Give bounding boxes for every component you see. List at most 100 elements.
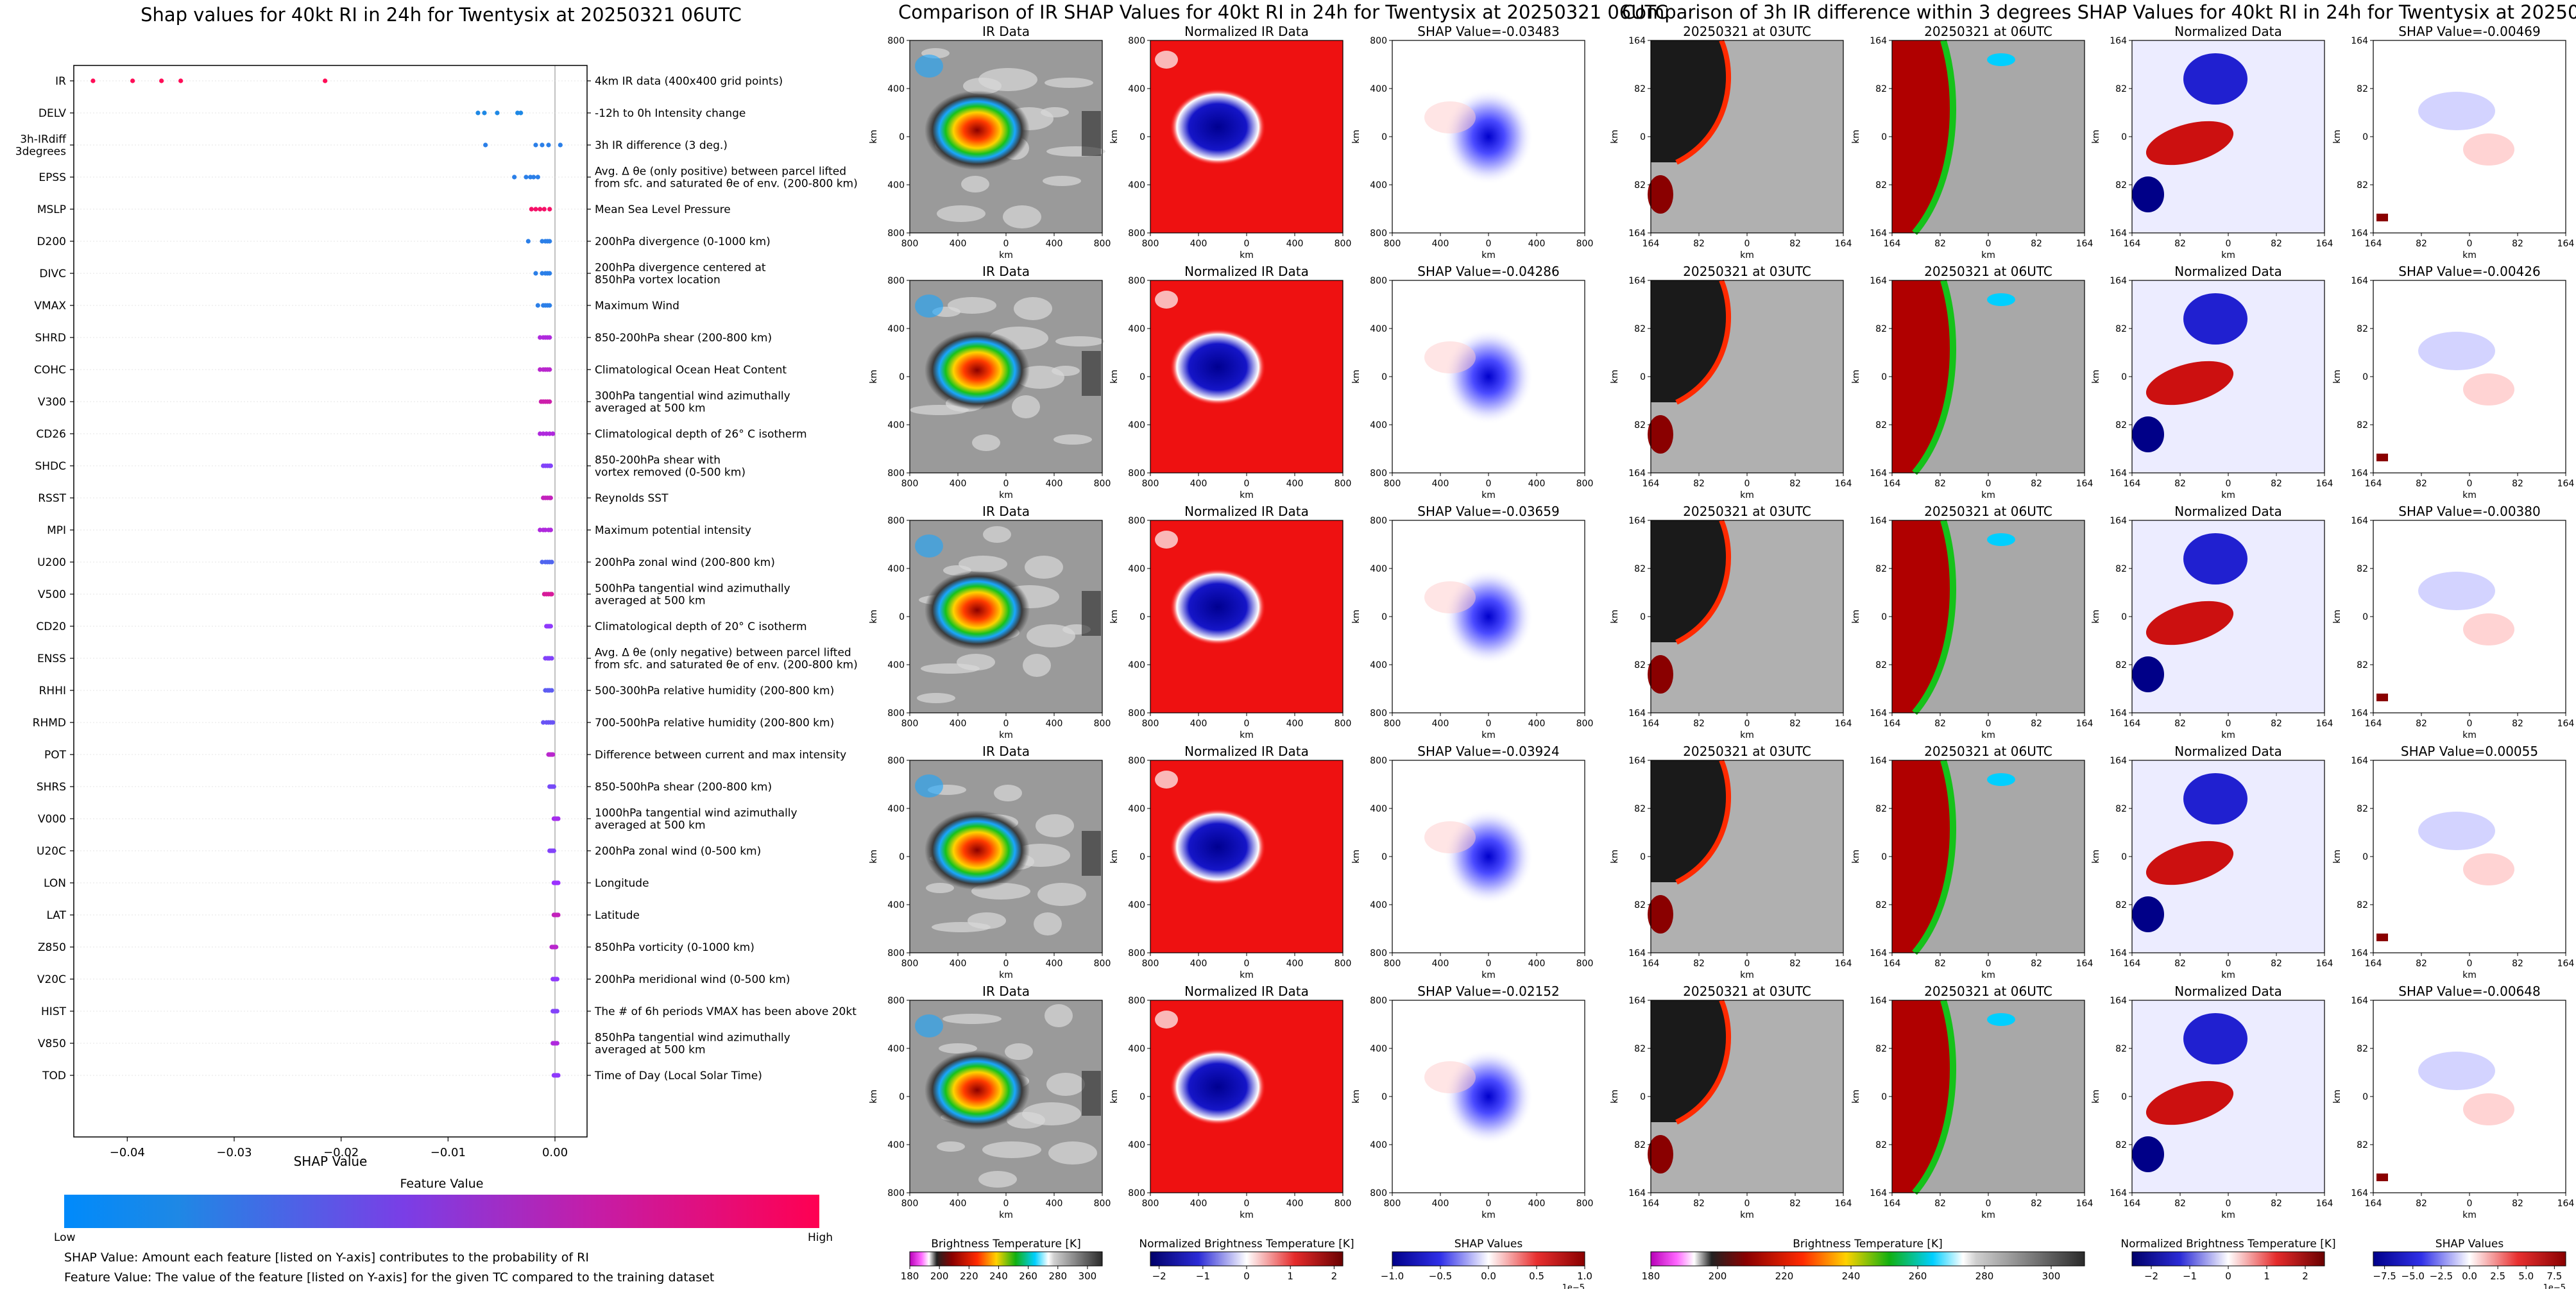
x-tick-label: 164	[2124, 479, 2141, 489]
normalized-cloud-cell	[1155, 1011, 1178, 1029]
feature-description: -12h to 0h Intensity change	[595, 107, 746, 120]
feature-description: Maximum potential intensity	[595, 524, 751, 537]
y-tick-label: 82	[1875, 660, 1887, 670]
y-tick-label: 0	[2121, 132, 2127, 142]
normalized-cloud-cell	[1155, 771, 1178, 789]
ir-06utc-cell	[1987, 293, 2015, 306]
normalized-storm-core	[1170, 1048, 1266, 1125]
feature-label: COHC	[34, 364, 66, 377]
shap-point	[554, 944, 559, 950]
y-tick-label: 400	[1370, 804, 1387, 814]
y-tick-label: 82	[2115, 1140, 2127, 1150]
feature-description: Time of Day (Local Solar Time)	[594, 1070, 762, 1082]
ir-shap-colorbar	[1392, 1251, 1585, 1267]
x-axis-label: km	[1481, 1210, 1496, 1220]
shap-point	[556, 880, 561, 885]
x-tick-label: −0.01	[431, 1146, 466, 1159]
feature-description: Mean Sea Level Pressure	[595, 203, 731, 216]
shap-point	[475, 110, 481, 115]
x-tick-label: 82	[2512, 1199, 2523, 1209]
y-tick-label: 0	[2362, 612, 2368, 622]
y-tick-label: 800	[1128, 36, 1145, 46]
feature-label: V000	[38, 813, 66, 826]
ir-shap-positive-area	[1424, 1061, 1476, 1093]
shap-point	[547, 239, 552, 244]
x-axis-label: km	[1481, 730, 1496, 740]
shap-point	[323, 78, 328, 83]
y-tick-label: 400	[1128, 660, 1145, 670]
feature-description: 850-500hPa shear (200-800 km)	[595, 781, 772, 794]
x-tick-label: 164	[2557, 1199, 2575, 1209]
ir-cloud-streak	[957, 654, 995, 670]
y-tick-label: 164	[2351, 948, 2368, 959]
x-tick-label: 82	[2416, 479, 2427, 489]
ir-diff-shap-title: SHAP Value=0.00055	[2401, 744, 2538, 759]
feature-description: 1000hPa tangential wind azimuthally avera…	[595, 807, 798, 832]
ir-03utc-cell	[1648, 175, 1673, 214]
y-tick-label: 800	[887, 948, 905, 959]
x-axis-label: km	[1240, 730, 1254, 740]
x-tick-label: 0	[1003, 239, 1009, 249]
x-tick-label: 164	[1642, 959, 1660, 969]
x-axis-label: km	[2462, 250, 2477, 260]
ir-diff-shap-map	[2373, 760, 2566, 953]
ir-edge-cloud	[1082, 1071, 1101, 1116]
y-tick-label: 400	[1128, 900, 1145, 910]
shap-point	[178, 78, 183, 83]
ir-cloud-streak	[1048, 1141, 1097, 1165]
ir-cloud-streak	[983, 526, 1011, 543]
y-tick-label: 0	[2121, 1092, 2127, 1102]
x-axis-label: km	[1981, 730, 1995, 740]
ir-cloud-streak	[937, 205, 985, 222]
y-tick-label: 800	[1128, 516, 1145, 526]
y-tick-label: 82	[2357, 180, 2368, 191]
ir-diff-shap-map	[2373, 520, 2566, 713]
x-tick-label: 82	[1693, 1199, 1705, 1209]
shap-point	[538, 367, 543, 372]
x-tick-label: 82	[2271, 959, 2282, 969]
x-tick-label: 164	[1835, 719, 1852, 729]
x-tick-label: 82	[1934, 719, 1946, 729]
x-tick-label: 800	[901, 959, 919, 969]
y-tick-label: 800	[887, 228, 905, 239]
colorbar-tick-label: 2	[1331, 1270, 1338, 1282]
ir-shap-title: SHAP Value=-0.04286	[1417, 264, 1559, 279]
ir-cloud-streak	[1005, 1043, 1033, 1060]
shap-point	[90, 78, 96, 83]
colorbar-tick-label: 200	[930, 1270, 949, 1282]
feature-label: EPSS	[38, 171, 66, 184]
y-tick-label: 164	[1628, 1188, 1646, 1199]
x-tick-label: 0	[2226, 959, 2231, 969]
y-tick-label: 82	[2115, 900, 2127, 910]
ir-03utc-edge	[1675, 999, 1731, 1125]
ir-diff-shap-negative	[2418, 812, 2495, 850]
x-axis-label: km	[999, 490, 1013, 500]
x-tick-label: 164	[2076, 479, 2094, 489]
normalized-diff-negative	[2183, 53, 2248, 105]
x-tick-label: 164	[2365, 1199, 2382, 1209]
shap-point	[544, 431, 549, 436]
ir-cloud-streak	[926, 883, 954, 893]
y-tick-label: 164	[2110, 276, 2127, 286]
ir-diff-shap-cell	[2376, 694, 2388, 701]
y-tick-label: 0	[2362, 852, 2368, 862]
normalized-storm-core	[1170, 808, 1266, 885]
shap-point	[550, 431, 556, 436]
feature-label: U20C	[37, 845, 66, 858]
y-tick-label: 0	[1381, 852, 1387, 862]
ir-diff-shap-positive	[2463, 133, 2514, 166]
ir-diff-shap-cell	[2376, 934, 2388, 941]
shap-note-1: SHAP Value: Amount each feature [listed …	[64, 1251, 589, 1265]
ir-colorbar	[909, 1251, 1103, 1267]
colorbar-tick-label: 2.5	[2490, 1270, 2505, 1282]
x-axis-label: km	[1740, 730, 1754, 740]
x-axis-label: km	[1240, 970, 1254, 980]
ir-03utc-title: 20250321 at 03UTC	[1683, 984, 1811, 999]
x-tick-label: 82	[2416, 959, 2427, 969]
colorbar-tick-label: −1	[2183, 1270, 2197, 1282]
y-tick-label: 800	[1128, 996, 1145, 1006]
x-axis-label: km	[999, 970, 1013, 980]
ir-cloud-streak	[968, 912, 1006, 929]
x-tick-label: 82	[2031, 959, 2042, 969]
ir-storm-core	[925, 330, 1030, 410]
